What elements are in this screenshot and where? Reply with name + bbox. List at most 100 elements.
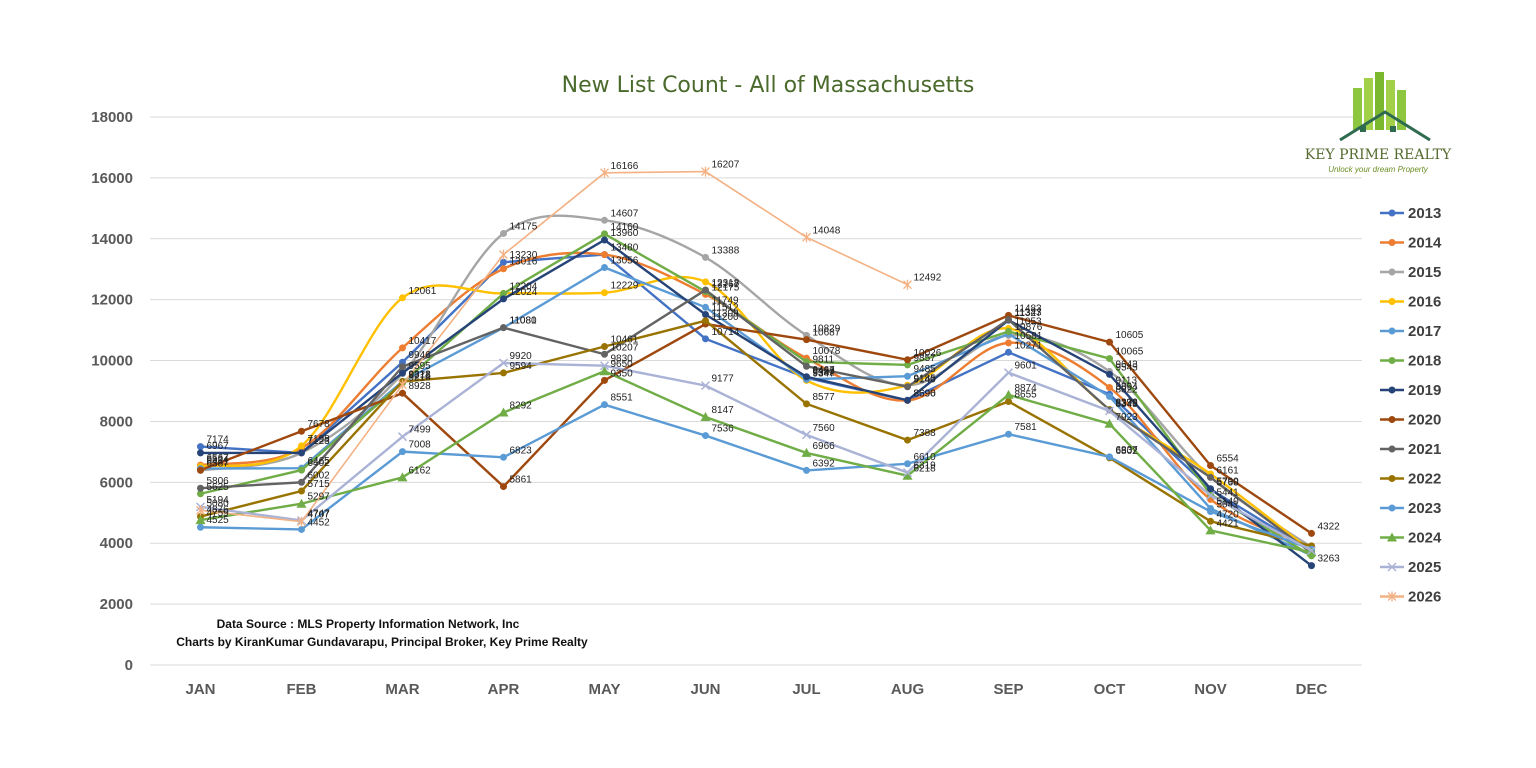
data-label: 6966	[813, 441, 836, 452]
point-2019-may	[601, 236, 608, 244]
point-2019-jan	[197, 449, 204, 457]
data-label: 6465	[308, 456, 331, 467]
x-tick-label: NOV	[1194, 681, 1227, 698]
point-2026-feb	[297, 516, 306, 527]
data-label: 14048	[813, 225, 841, 236]
x-tick-label: JAN	[185, 681, 215, 698]
point-2021-sep	[1005, 316, 1012, 324]
point-2016-feb	[298, 442, 305, 450]
point-2018-may	[601, 230, 608, 238]
data-label: 13230	[510, 250, 538, 261]
point-2019-aug	[904, 396, 911, 404]
point-2022-jul	[803, 400, 810, 408]
point-2024-feb	[296, 498, 307, 508]
data-label: 7499	[409, 425, 432, 436]
data-label: 8379	[1116, 398, 1139, 409]
point-2013-apr	[500, 258, 507, 266]
data-label: 9177	[712, 374, 735, 385]
data-label: 10271	[1015, 340, 1043, 351]
data-label: 8696	[914, 388, 937, 399]
point-2019-feb	[298, 449, 305, 457]
point-2020-nov	[1207, 461, 1214, 469]
data-label: 4452	[308, 517, 331, 528]
data-label: 7923	[1116, 412, 1139, 423]
y-tick-label: 10000	[91, 353, 133, 370]
data-label: 9830	[611, 354, 634, 365]
data-label: 10026	[914, 348, 942, 359]
data-label: 11200	[712, 312, 740, 323]
point-2023-apr	[500, 453, 507, 461]
data-label: 9920	[510, 351, 533, 362]
point-2019-jul	[803, 373, 810, 381]
data-label: 10581	[1015, 331, 1043, 342]
legend-label: 2019	[1408, 382, 1441, 399]
point-2021-feb	[298, 478, 305, 486]
point-2024-dec	[1306, 547, 1317, 557]
point-2018-oct	[1106, 355, 1113, 363]
data-label: 10078	[813, 346, 841, 357]
data-label: 11512	[712, 303, 740, 314]
point-2025-mar	[397, 432, 408, 442]
x-tick-label: DEC	[1296, 681, 1328, 698]
point-2020-oct	[1106, 338, 1113, 346]
series-line-2021	[200, 288, 1313, 554]
point-2024-nov	[1205, 525, 1216, 535]
point-2021-jan	[197, 484, 204, 492]
data-label: 8345	[1116, 399, 1139, 410]
data-label: 10876	[1015, 322, 1043, 333]
data-label: 9350	[611, 368, 634, 379]
point-2026-jun	[701, 166, 710, 177]
point-2021-mar	[399, 363, 406, 371]
series-line-2023	[200, 403, 1312, 551]
data-label: 9140	[914, 375, 937, 386]
point-2020-may	[601, 376, 608, 384]
y-tick-label: 4000	[100, 535, 133, 552]
data-label: 12061	[409, 286, 437, 297]
data-label: 13016	[510, 257, 538, 268]
data-label: 7123	[308, 436, 331, 447]
data-label: 13056	[611, 256, 639, 267]
point-2021-jul	[803, 362, 810, 370]
point-2025-jul	[801, 430, 812, 440]
y-tick-label: 14000	[91, 231, 133, 248]
data-label: 9545	[1116, 362, 1139, 373]
data-label: 13388	[712, 245, 740, 256]
point-2022-sep	[1005, 398, 1012, 406]
point-2023-may	[601, 401, 608, 409]
legend-marker	[1388, 239, 1396, 246]
grid	[150, 116, 1362, 666]
data-label: 4322	[1318, 521, 1341, 532]
data-label: 14607	[611, 208, 639, 219]
legend-marker	[1388, 327, 1396, 335]
point-2023-aug	[904, 460, 911, 468]
legend-label: 2023	[1408, 500, 1441, 517]
data-source-note: Data Source : MLS Property Information N…	[217, 617, 520, 631]
data-label: 5861	[510, 475, 533, 486]
data-label: 5080	[207, 498, 230, 509]
point-2014-may	[601, 251, 608, 259]
point-2026-aug	[903, 279, 912, 290]
data-label: 4720	[1217, 509, 1240, 520]
data-label: 6567	[207, 453, 230, 464]
point-2017-oct	[1106, 392, 1113, 400]
y-tick-label: 12000	[91, 292, 133, 309]
point-2019-dec	[1308, 562, 1315, 570]
data-label: 7536	[712, 424, 735, 435]
point-2021-may	[601, 350, 608, 358]
point-2024-mar	[397, 472, 408, 482]
point-2023-jun	[702, 432, 709, 440]
legend-label: 2021	[1408, 441, 1441, 458]
point-2019-jun	[702, 311, 709, 319]
point-2018-aug	[904, 361, 911, 369]
point-2015-jun	[702, 253, 709, 261]
data-label: 9433	[813, 366, 836, 377]
point-2025-dec	[1306, 545, 1317, 556]
legend-label: 2018	[1408, 353, 1441, 370]
data-label: 8551	[611, 393, 634, 404]
point-2024-jul	[801, 447, 812, 457]
data-label: 5441	[1217, 487, 1240, 498]
point-2017-jun	[702, 303, 709, 311]
data-label: 6402	[308, 458, 331, 469]
point-2023-jan	[197, 523, 204, 531]
point-2025-may	[599, 361, 610, 371]
